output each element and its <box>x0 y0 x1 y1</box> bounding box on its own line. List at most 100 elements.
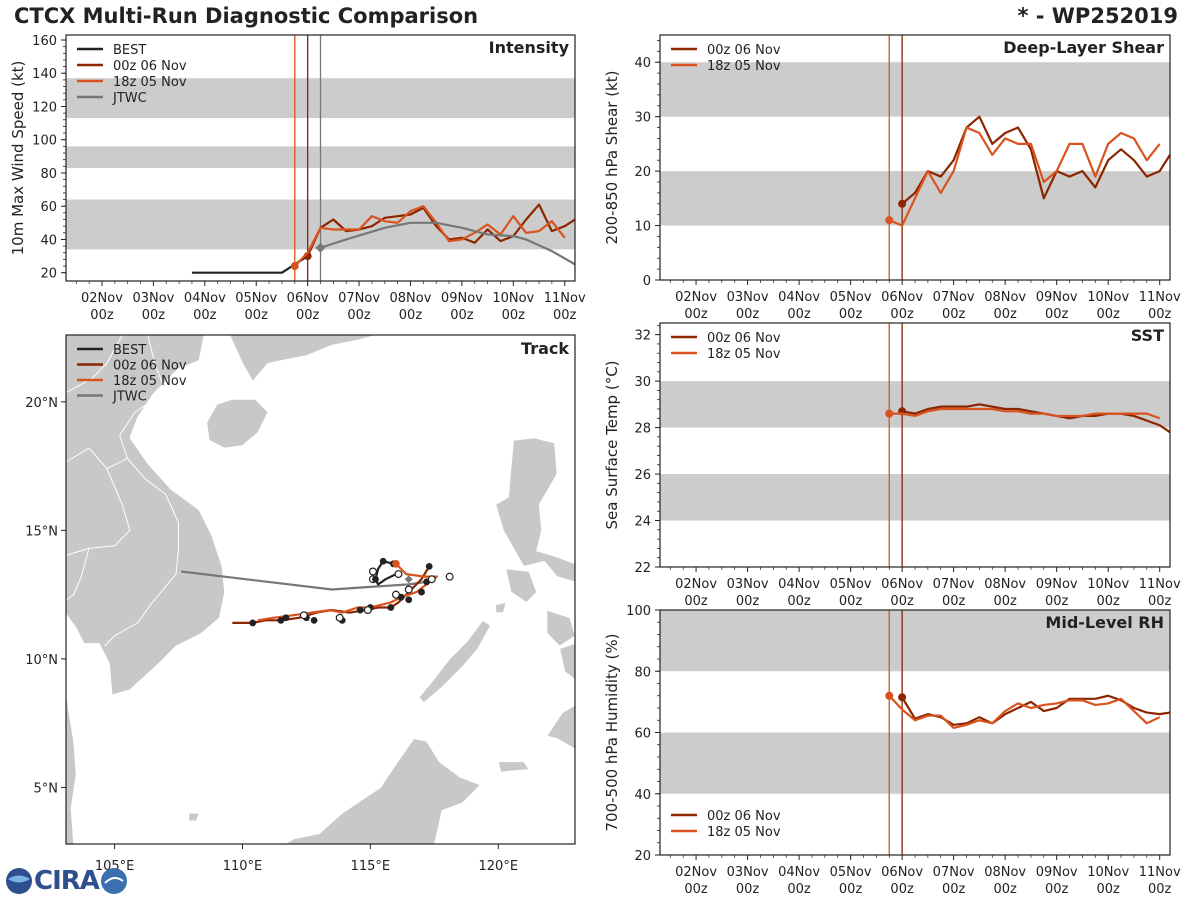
country-border-4 <box>106 457 128 470</box>
intensity-legend-label: 18z 05 Nov <box>113 75 187 90</box>
sst-series-00z-06-nov <box>901 403 1171 434</box>
shear-frame <box>659 34 1171 281</box>
logo-text: CIRA <box>34 866 100 896</box>
rh-series-marker <box>885 691 894 700</box>
track-marker-filled <box>249 619 257 627</box>
track-lon-label: 115°E <box>351 859 391 874</box>
shear-xtick-day: 08Nov <box>984 290 1026 305</box>
intensity-ytick-label: 160 <box>32 34 57 49</box>
sst-xtick-day: 08Nov <box>984 577 1026 592</box>
land-peninsula-south <box>66 688 77 844</box>
rh-chart: 20 40 60 80 100 02Nov 00z 03Nov 00z 04Nov 00z 05Nov… <box>603 604 1181 897</box>
shear-xtick-hour: 00z <box>993 307 1017 322</box>
track-marker-open <box>427 575 436 584</box>
rh-band-0 <box>660 732 1170 794</box>
shear-xtick-hour: 00z <box>839 307 863 322</box>
intensity-xtick-day: 11Nov <box>544 291 586 306</box>
shear-legend-label: 00z 06 Nov <box>707 43 781 58</box>
intensity-legend-label: BEST <box>113 43 146 58</box>
track-marker-open <box>445 572 454 581</box>
rh-xtick-hour: 00z <box>787 882 811 897</box>
sst-xtick-hour: 00z <box>684 594 708 609</box>
rh-ytick-label: 60 <box>634 727 651 742</box>
figure-title: CTCX Multi-Run Diagnostic Comparison <box>14 4 479 28</box>
track-map: 105°E 110°E 115°E 120°E 5°N 10°N 15°N 20°N Track… <box>25 334 576 874</box>
track-lat-label: 10°N <box>25 653 58 668</box>
sst-chart: 22 24 26 28 30 32 02Nov 00z 03Nov 00z 04Nov 00z 05No… <box>603 322 1181 609</box>
intensity-series-18z-05-nov <box>294 205 566 267</box>
shear-ytick-label: 40 <box>634 56 651 71</box>
track-marker-filled <box>418 588 425 596</box>
sst-xtick-hour: 00z <box>736 594 760 609</box>
shear-xtick-day: 07Nov <box>933 290 975 305</box>
cira-logo: CIRA <box>4 866 129 896</box>
shear-series-marker <box>898 199 907 208</box>
shear-xtick-day: 11Nov <box>1139 290 1181 305</box>
intensity-xtick-hour: 00z <box>502 308 526 323</box>
country-border-0 <box>104 335 179 647</box>
rh-xtick-hour: 00z <box>736 882 760 897</box>
track-lat-label: 20°N <box>25 396 58 411</box>
intensity-chart: 20 40 60 80 100 120 140 160 02Nov 00z 03Nov 00z 04No… <box>9 34 586 323</box>
sst-series-18z-05-nov <box>889 407 1161 420</box>
shear-ytick-label: 20 <box>634 165 651 180</box>
shear-ylabel: 200-850 hPa Shear (kt) <box>603 71 621 245</box>
track-marker-open <box>391 590 400 599</box>
track-legend-label: 18z 05 Nov <box>113 374 187 389</box>
track-lon-label: 120°E <box>479 859 519 874</box>
sst-xtick-day: 02Nov <box>675 577 717 592</box>
shear-xtick-day: 03Nov <box>727 290 769 305</box>
shear-ytick-label: 30 <box>634 111 651 126</box>
intensity-xtick-hour: 00z <box>553 308 577 323</box>
sst-xtick-hour: 00z <box>1148 594 1172 609</box>
intensity-ytick-label: 120 <box>32 100 57 115</box>
land-palawan <box>418 619 492 704</box>
sst-xtick-hour: 00z <box>1096 594 1120 609</box>
shear-xtick-day: 06Nov <box>881 290 923 305</box>
intensity-xtick-day: 04Nov <box>184 291 226 306</box>
sst-band-0 <box>660 474 1170 521</box>
intensity-series-jtwc <box>320 221 576 266</box>
rh-xtick-hour: 00z <box>890 882 914 897</box>
rh-xtick-day: 11Nov <box>1139 865 1181 880</box>
intensity-xtick-day: 08Nov <box>390 291 432 306</box>
shear-series-marker <box>885 216 894 225</box>
intensity-legend-label: 00z 06 Nov <box>113 59 187 74</box>
rh-series-marker <box>898 693 907 702</box>
intensity-xtick-day: 07Nov <box>338 291 380 306</box>
rh-ytick-label: 20 <box>634 849 651 864</box>
intensity-title: Intensity <box>489 38 570 57</box>
track-marker-open <box>368 567 377 576</box>
shear-title: Deep-Layer Shear <box>1003 38 1164 57</box>
rh-series-18z-05-nov <box>888 694 1161 730</box>
rh-xtick-hour: 00z <box>1148 882 1172 897</box>
shear-xtick-hour: 00z <box>1045 307 1069 322</box>
shear-xtick-hour: 00z <box>1148 307 1172 322</box>
track-frame <box>65 334 576 845</box>
sst-xtick-hour: 00z <box>787 594 811 609</box>
intensity-xtick-hour: 00z <box>450 308 474 323</box>
shear-xtick-day: 04Nov <box>778 290 820 305</box>
sst-xtick-hour: 00z <box>839 594 863 609</box>
track-jtwc <box>180 570 427 591</box>
track-marker-filled <box>425 562 433 570</box>
track-marker-filled <box>310 616 318 624</box>
land-panay <box>546 609 575 647</box>
sst-band-1 <box>660 381 1170 428</box>
intensity-frame <box>65 34 576 282</box>
rh-ylabel: 700-500 hPa Humidity (%) <box>603 633 621 831</box>
track-lat-label: 5°N <box>34 781 59 796</box>
track-marker-start <box>392 559 400 568</box>
rh-xtick-hour: 00z <box>684 882 708 897</box>
sst-xtick-day: 07Nov <box>933 577 975 592</box>
sst-series-marker <box>885 409 894 418</box>
track-lon-label: 105°E <box>95 859 135 874</box>
country-border-2 <box>66 548 90 602</box>
track-marker-filled <box>387 604 395 611</box>
intensity-xtick-hour: 00z <box>245 308 269 323</box>
rh-xtick-hour: 00z <box>942 882 966 897</box>
sst-xtick-day: 04Nov <box>778 577 820 592</box>
rh-xtick-hour: 00z <box>1045 882 1069 897</box>
sst-ytick-label: 26 <box>634 468 651 483</box>
rh-legend-label: 18z 05 Nov <box>707 825 781 840</box>
